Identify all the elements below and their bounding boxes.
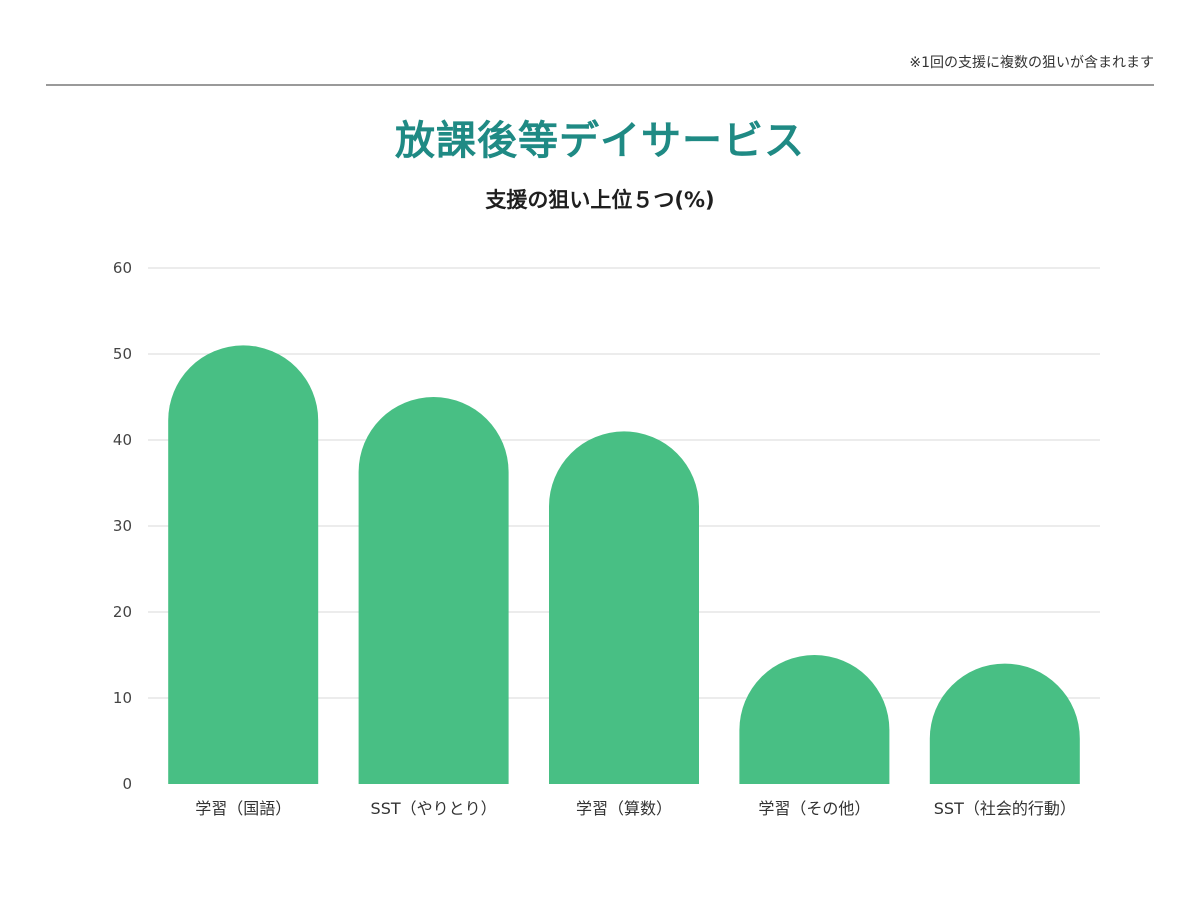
y-tick-label: 10 (113, 689, 132, 707)
y-tick-label: 30 (113, 517, 132, 535)
y-tick-label: 40 (113, 431, 132, 449)
x-category-label: SST（やりとり） (371, 799, 497, 818)
header-divider (46, 84, 1154, 86)
x-category-label: 学習（その他） (758, 799, 870, 818)
y-tick-label: 0 (122, 775, 132, 793)
x-category-label: 学習（国語） (195, 799, 291, 818)
x-category-label: SST（社会的行動） (934, 799, 1076, 818)
bar-4 (739, 655, 890, 784)
bar-5 (929, 663, 1080, 784)
x-category-label: 学習（算数） (576, 799, 672, 818)
y-tick-label: 20 (113, 603, 132, 621)
footnote: ※1回の支援に複数の狙いが含まれます (909, 55, 1154, 71)
bar-1 (168, 345, 319, 784)
chart-title: 支援の狙い上位５つ(%) (485, 188, 715, 212)
bar-2 (358, 397, 509, 784)
page-title: 放課後等デイサービス (395, 118, 805, 164)
y-tick-label: 60 (113, 259, 132, 277)
y-tick-label: 50 (113, 345, 132, 363)
bar-3 (549, 431, 699, 784)
